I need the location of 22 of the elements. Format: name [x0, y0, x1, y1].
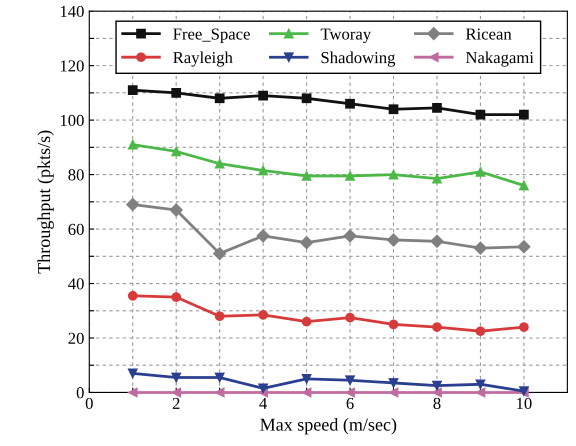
y-tick-label: 60	[68, 224, 84, 235]
y-tick-label: 40	[68, 278, 84, 290]
y-tick-label: 140	[60, 6, 84, 18]
x-axis-title: Max speed (m/sec)	[260, 418, 396, 434]
legend-label: Rayleigh	[173, 51, 233, 67]
x-tick-label: 2	[172, 398, 180, 409]
y-tick-label: 80	[68, 169, 84, 181]
y-tick-label: 100	[60, 114, 84, 126]
x-tick-label: 8	[433, 398, 441, 410]
legend-label: Nakagami	[466, 51, 534, 67]
legend-label: Ricean	[466, 28, 512, 40]
x-tick-label: 10	[517, 398, 532, 410]
x-tick-label: 0	[86, 398, 93, 410]
y-tick-label: 20	[68, 332, 84, 344]
legend-label: Tworay	[320, 28, 372, 44]
legend-label: Shadowing	[322, 52, 396, 67]
legend-label: Free_Space	[173, 28, 250, 44]
x-tick-label: 4	[259, 398, 268, 409]
y-tick-label: 120	[60, 60, 84, 72]
y-axis-title: Throughput (pkts/s)	[37, 130, 54, 274]
y-tick-label: 0	[76, 387, 84, 398]
x-tick-label: 6	[346, 398, 354, 410]
